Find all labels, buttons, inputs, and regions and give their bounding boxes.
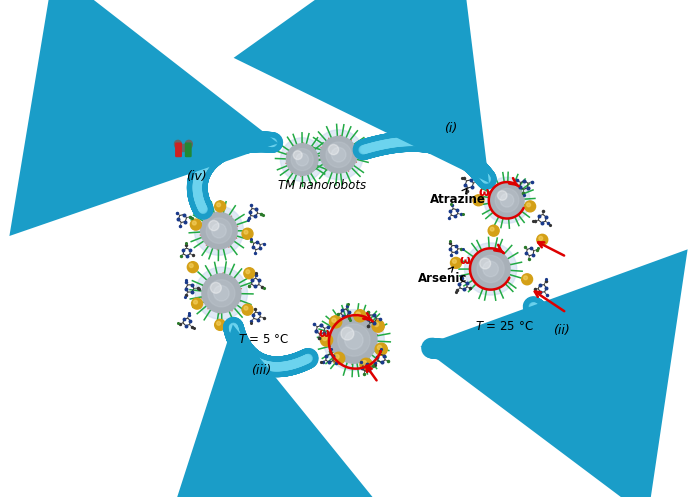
- Circle shape: [190, 264, 193, 267]
- Circle shape: [314, 130, 363, 179]
- Circle shape: [452, 259, 456, 263]
- Circle shape: [331, 148, 346, 162]
- Circle shape: [451, 257, 461, 268]
- Circle shape: [372, 320, 384, 332]
- Circle shape: [483, 261, 498, 277]
- Circle shape: [362, 360, 367, 365]
- Circle shape: [331, 317, 377, 363]
- Circle shape: [360, 358, 372, 370]
- Circle shape: [195, 206, 244, 255]
- Circle shape: [323, 310, 384, 371]
- Circle shape: [377, 345, 382, 349]
- Circle shape: [475, 197, 479, 201]
- Circle shape: [217, 203, 220, 207]
- Circle shape: [211, 282, 221, 293]
- Circle shape: [201, 212, 237, 249]
- Circle shape: [321, 334, 332, 346]
- Text: ω: ω: [478, 186, 489, 199]
- Circle shape: [465, 243, 517, 295]
- Circle shape: [296, 153, 309, 166]
- Circle shape: [195, 267, 248, 320]
- Circle shape: [374, 322, 379, 327]
- Circle shape: [537, 234, 548, 246]
- Circle shape: [337, 324, 370, 356]
- Text: $T$ = 5 °C: $T$ = 5 °C: [239, 333, 290, 346]
- Circle shape: [215, 201, 225, 212]
- Circle shape: [332, 352, 345, 364]
- Circle shape: [495, 188, 519, 212]
- Text: ω: ω: [318, 327, 330, 340]
- Circle shape: [244, 306, 248, 310]
- Circle shape: [335, 354, 339, 359]
- Circle shape: [341, 327, 354, 340]
- Circle shape: [286, 144, 318, 175]
- Circle shape: [321, 137, 357, 173]
- Text: $T$ = 25 °C: $T$ = 25 °C: [475, 320, 534, 333]
- Text: (iv): (iv): [186, 170, 206, 183]
- Circle shape: [522, 274, 533, 285]
- Circle shape: [356, 312, 360, 316]
- Circle shape: [217, 322, 220, 325]
- Circle shape: [473, 195, 484, 206]
- Circle shape: [539, 237, 542, 240]
- Circle shape: [215, 320, 225, 331]
- Circle shape: [244, 230, 248, 234]
- FancyBboxPatch shape: [176, 143, 181, 157]
- Circle shape: [332, 318, 336, 322]
- Circle shape: [208, 280, 235, 307]
- Circle shape: [484, 177, 530, 223]
- Circle shape: [246, 270, 250, 274]
- Circle shape: [344, 331, 363, 349]
- Circle shape: [188, 262, 198, 273]
- Text: Arsenic: Arsenic: [418, 267, 467, 285]
- Circle shape: [206, 218, 232, 244]
- Circle shape: [192, 298, 202, 309]
- Circle shape: [202, 274, 241, 313]
- Circle shape: [375, 343, 387, 355]
- Circle shape: [471, 249, 510, 288]
- Text: Atrazine: Atrazine: [430, 188, 486, 206]
- Circle shape: [244, 268, 255, 279]
- Circle shape: [209, 221, 219, 231]
- Circle shape: [193, 221, 196, 225]
- Circle shape: [354, 310, 366, 322]
- Text: (i): (i): [444, 122, 458, 135]
- Circle shape: [498, 191, 507, 200]
- Text: (ii): (ii): [554, 324, 570, 337]
- Circle shape: [490, 227, 494, 231]
- Circle shape: [480, 258, 491, 269]
- Circle shape: [323, 336, 327, 340]
- Circle shape: [326, 142, 351, 167]
- Circle shape: [293, 151, 302, 160]
- Circle shape: [194, 300, 197, 304]
- Circle shape: [328, 145, 339, 155]
- FancyBboxPatch shape: [186, 143, 191, 157]
- Circle shape: [211, 223, 226, 238]
- Circle shape: [281, 138, 324, 181]
- Circle shape: [330, 316, 342, 328]
- Circle shape: [490, 183, 524, 217]
- Circle shape: [526, 203, 531, 207]
- Circle shape: [242, 228, 253, 239]
- Text: (iii): (iii): [251, 363, 272, 377]
- Circle shape: [488, 225, 499, 236]
- Circle shape: [242, 304, 253, 315]
- Circle shape: [500, 193, 514, 207]
- Circle shape: [525, 201, 536, 212]
- Circle shape: [214, 285, 229, 301]
- Circle shape: [524, 276, 528, 280]
- Text: TM nanorobots: TM nanorobots: [278, 179, 366, 192]
- Circle shape: [190, 219, 202, 230]
- Circle shape: [291, 149, 314, 170]
- Circle shape: [477, 255, 504, 283]
- Text: ω: ω: [460, 254, 470, 267]
